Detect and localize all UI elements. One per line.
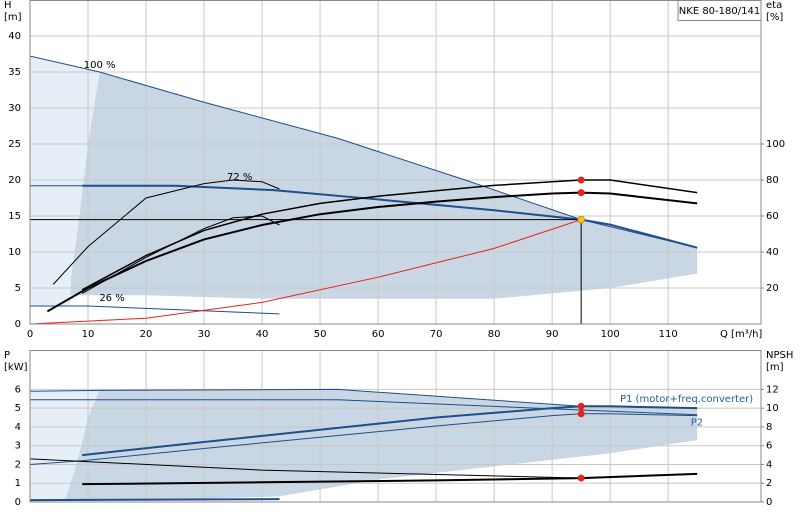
x-tick-label: 60 [372, 329, 385, 340]
plot-frame [29, 350, 762, 503]
operating-point [577, 189, 585, 197]
curve-label: 26 % [99, 293, 124, 304]
plot [30, 0, 761, 324]
y2-axis-label: [%] [766, 12, 783, 23]
y-tick-label: 20 [8, 175, 21, 186]
x-tick-label: 80 [488, 329, 501, 340]
curve [52, 179, 280, 285]
y2-tick-label: 12 [766, 384, 779, 395]
y2-tick-label: 20 [766, 283, 779, 294]
curve [30, 498, 280, 502]
title-box [677, 0, 762, 21]
x-tick-label: 50 [314, 329, 327, 340]
curve [30, 305, 280, 315]
y-tick-label: 3 [15, 441, 21, 452]
y2-tick-label: 40 [766, 247, 779, 258]
y2-axis-label: [m] [766, 362, 784, 373]
x-axis-label: Q [m³/h] [720, 329, 762, 340]
curve-label: P2 [691, 418, 703, 429]
y-tick-label: 10 [8, 247, 21, 258]
x-tick-label: 40 [256, 329, 269, 340]
plot-frame [29, 0, 762, 325]
y-tick-label: 2 [15, 459, 21, 470]
y-tick-label: 5 [15, 403, 21, 414]
envelope-area [70, 72, 698, 299]
operating-point [577, 215, 586, 224]
x-tick-label: 100 [601, 329, 620, 340]
y-axis-label: H [4, 0, 12, 11]
curve [30, 219, 582, 324]
y2-tick-label: 80 [766, 175, 779, 186]
y2-tick-label: 8 [766, 422, 772, 433]
y-tick-label: 4 [15, 422, 21, 433]
y2-tick-label: 100 [766, 139, 785, 150]
x-tick-label: 70 [430, 329, 443, 340]
y2-axis-label: NPSH [766, 350, 793, 361]
chart-title: NKE 80-180/141 [679, 6, 760, 17]
y-tick-label: 1 [15, 478, 21, 489]
y2-tick-label: 10 [766, 403, 779, 414]
y-tick-label: 15 [8, 211, 21, 222]
x-tick-label: 30 [198, 329, 211, 340]
curve-label: 100 % [84, 60, 116, 71]
plot [30, 350, 761, 502]
y2-tick-label: 4 [766, 459, 772, 470]
y-axis-label: P [4, 350, 10, 361]
operating-point [577, 402, 585, 410]
curve [81, 215, 280, 294]
y2-axis-label: eta [766, 0, 782, 11]
y2-tick-label: 6 [766, 441, 772, 452]
curve [81, 179, 698, 291]
x-tick-label: 20 [140, 329, 153, 340]
y-tick-label: 0 [15, 497, 21, 508]
x-tick-label: 110 [659, 329, 678, 340]
y-tick-label: 6 [15, 384, 21, 395]
curve-label: P1 (motor+freq.converter) [620, 394, 753, 405]
y-tick-label: 35 [8, 67, 21, 78]
y-tick-label: 5 [15, 283, 21, 294]
y-tick-label: 0 [15, 319, 21, 330]
operating-point [577, 176, 585, 184]
envelope-area [30, 56, 100, 306]
operating-point [577, 410, 585, 418]
curve [30, 413, 698, 465]
y-tick-label: 25 [8, 139, 21, 150]
x-tick-label: 0 [27, 329, 33, 340]
x-tick-label: 90 [546, 329, 559, 340]
curve [82, 405, 698, 457]
y2-tick-label: 0 [766, 497, 772, 508]
curve-label: 72 % [227, 172, 252, 183]
y-axis-label: [m] [4, 12, 22, 23]
y2-tick-label: 60 [766, 211, 779, 222]
y-tick-label: 30 [8, 103, 21, 114]
y-axis-label: [kW] [4, 362, 28, 373]
y-tick-label: 40 [8, 31, 21, 42]
operating-point [577, 474, 585, 482]
curve [82, 472, 698, 486]
x-tick-label: 10 [82, 329, 95, 340]
curve [30, 458, 582, 479]
curve [30, 399, 698, 416]
y2-tick-label: 2 [766, 478, 772, 489]
